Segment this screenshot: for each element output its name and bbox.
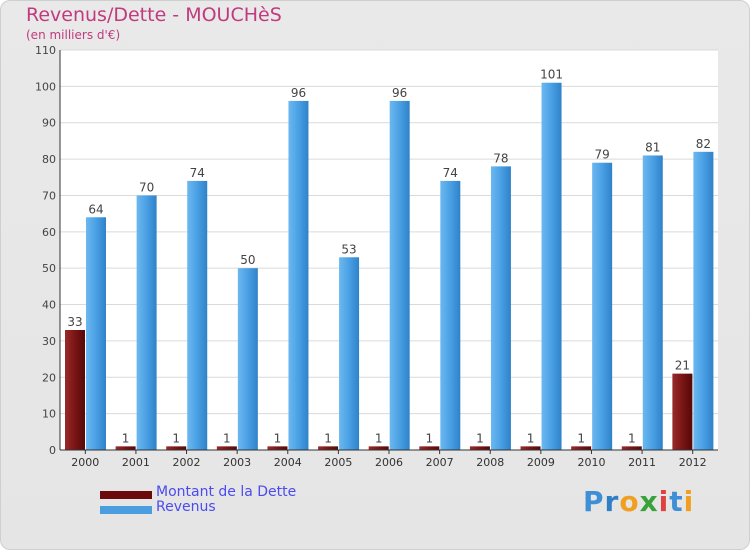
data-label-dette: 1 — [172, 431, 180, 445]
legend-swatch-dette — [100, 491, 152, 499]
bar-revenus — [490, 166, 511, 450]
x-tick-label: 2002 — [173, 456, 201, 469]
data-label-revenus: 53 — [341, 242, 356, 256]
x-tick-label: 2000 — [71, 456, 99, 469]
bar-dette — [368, 446, 389, 450]
x-tick-label: 2011 — [628, 456, 656, 469]
y-tick-label: 70 — [42, 189, 56, 202]
data-label-revenus: 74 — [443, 166, 458, 180]
bar-dette — [318, 446, 339, 450]
y-tick-label: 30 — [42, 335, 56, 348]
data-label-dette: 1 — [628, 431, 636, 445]
data-label-dette: 33 — [67, 315, 82, 329]
data-label-dette: 1 — [122, 431, 130, 445]
legend-swatch-revenus — [100, 506, 152, 514]
bar-revenus — [339, 257, 360, 450]
data-label-dette: 1 — [375, 431, 383, 445]
bar-revenus — [592, 162, 613, 450]
data-label-dette: 21 — [675, 359, 690, 373]
logo-letter: i — [658, 485, 670, 518]
bar-dette — [469, 446, 490, 450]
x-tick-label: 2004 — [274, 456, 302, 469]
logo-letter: r — [604, 485, 620, 518]
bar-dette — [115, 446, 136, 450]
x-tick-label: 2001 — [122, 456, 150, 469]
chart-title: Revenus/Dette - MOUCHèS — [26, 4, 282, 26]
y-tick-label: 50 — [42, 262, 56, 275]
y-tick-label: 100 — [35, 80, 56, 93]
logo-letter: P — [583, 485, 605, 518]
bar-dette — [166, 446, 187, 450]
bar-revenus — [693, 151, 714, 450]
logo-letter: i — [683, 485, 695, 518]
bar-revenus — [642, 155, 663, 451]
data-label-dette: 1 — [223, 431, 231, 445]
data-label-dette: 1 — [527, 431, 535, 445]
data-label-revenus: 64 — [88, 202, 103, 216]
data-label-revenus: 96 — [291, 86, 306, 100]
bar-revenus — [86, 217, 106, 450]
legend-label-revenus: Revenus — [156, 499, 216, 515]
bar-revenus — [389, 100, 410, 450]
data-label-dette: 1 — [476, 431, 484, 445]
y-tick-label: 90 — [42, 117, 56, 130]
bar-dette — [621, 446, 642, 450]
x-tick-label: 2007 — [426, 456, 454, 469]
bar-dette — [65, 330, 85, 450]
plot-area — [60, 50, 718, 450]
y-tick-label: 10 — [42, 408, 56, 421]
data-label-dette: 1 — [274, 431, 282, 445]
data-label-revenus: 96 — [392, 86, 407, 100]
data-label-revenus: 81 — [645, 140, 660, 154]
y-tick-label: 0 — [49, 444, 56, 457]
logo-letter: t — [669, 485, 684, 518]
chart-subtitle: (en milliers d'€) — [26, 28, 121, 42]
bar-revenus — [288, 100, 309, 450]
y-tick-label: 20 — [42, 371, 56, 384]
bar-revenus — [541, 82, 562, 451]
bar-dette — [520, 446, 541, 450]
x-tick-label: 2005 — [324, 456, 352, 469]
data-label-revenus: 74 — [190, 166, 205, 180]
data-label-revenus: 70 — [139, 180, 154, 194]
legend-label-dette: Montant de la Dette — [156, 484, 297, 500]
y-tick-label: 60 — [42, 226, 56, 239]
y-tick-label: 40 — [42, 299, 56, 312]
y-tick-label: 80 — [42, 153, 56, 166]
data-label-revenus: 101 — [540, 68, 563, 82]
data-label-revenus: 78 — [493, 151, 508, 165]
x-tick-label: 2010 — [577, 456, 605, 469]
bar-revenus — [237, 268, 258, 450]
data-label-dette: 1 — [425, 431, 433, 445]
x-tick-label: 2012 — [679, 456, 707, 469]
x-tick-label: 2008 — [476, 456, 504, 469]
bar-dette — [267, 446, 288, 450]
proxiti-logo: Proxiti — [583, 485, 694, 518]
logo-letter: o — [619, 485, 640, 518]
bar-revenus — [187, 180, 208, 450]
bar-dette — [571, 446, 592, 450]
bar-revenus — [440, 180, 461, 450]
data-label-dette: 1 — [324, 431, 332, 445]
y-tick-label: 110 — [35, 44, 56, 57]
bar-dette — [216, 446, 237, 450]
bar-dette — [672, 373, 693, 450]
x-tick-label: 2006 — [375, 456, 403, 469]
x-tick-label: 2003 — [223, 456, 251, 469]
data-label-revenus: 50 — [240, 253, 255, 267]
data-label-revenus: 79 — [595, 148, 610, 162]
logo-letter: x — [639, 485, 659, 518]
bar-dette — [419, 446, 440, 450]
data-label-dette: 1 — [577, 431, 585, 445]
x-tick-label: 2009 — [527, 456, 555, 469]
data-label-revenus: 82 — [696, 137, 711, 151]
bar-revenus — [136, 195, 157, 450]
